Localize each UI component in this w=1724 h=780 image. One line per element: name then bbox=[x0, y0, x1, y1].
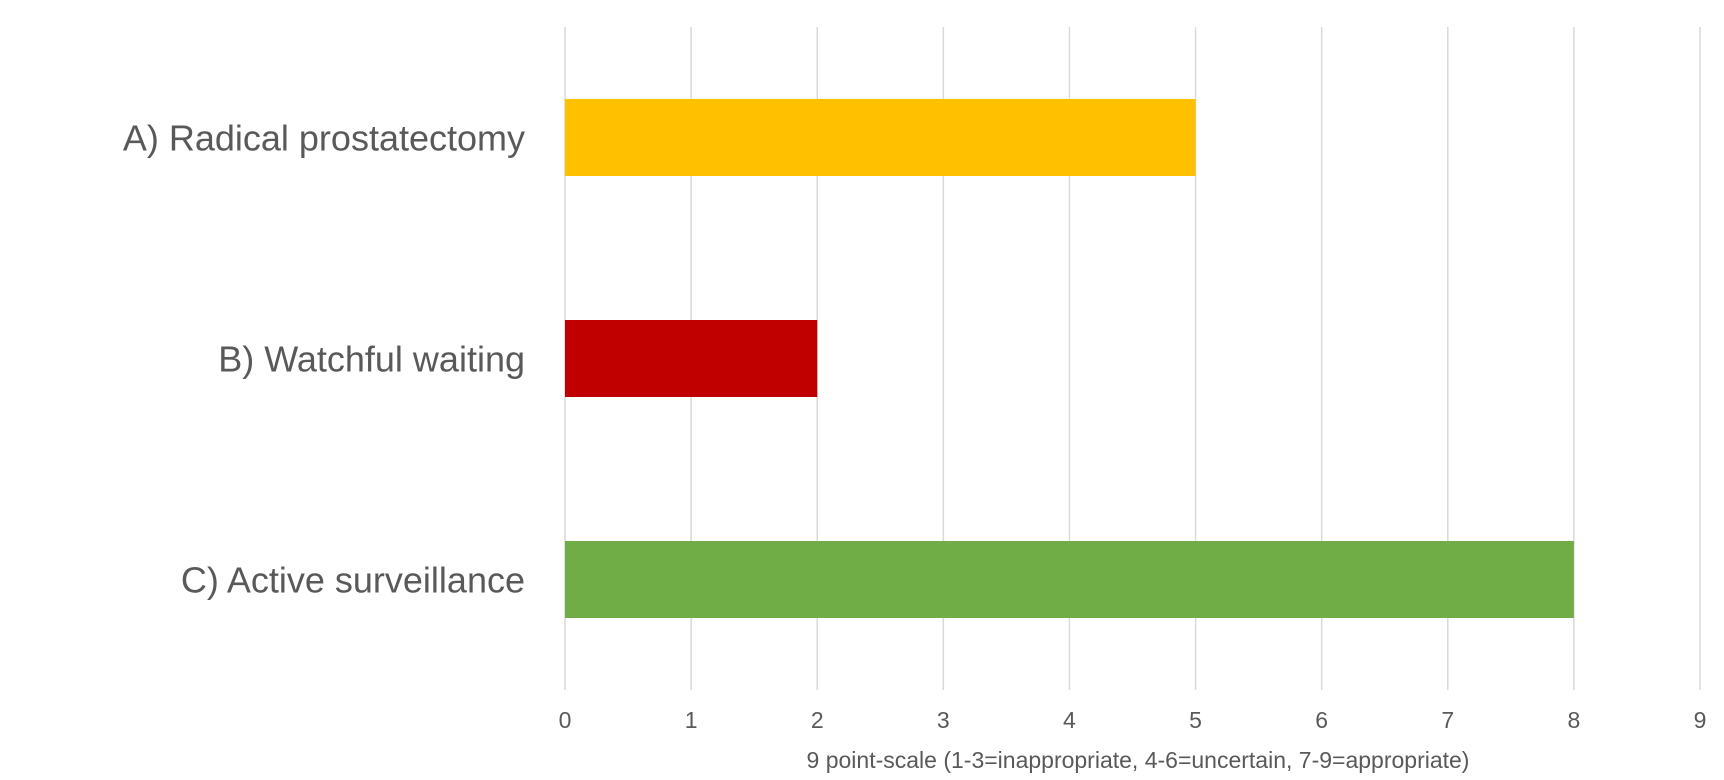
x-tick-labels: 0 1 2 3 4 5 6 7 8 9 bbox=[559, 707, 1707, 733]
bar-2 bbox=[565, 320, 818, 397]
bars bbox=[565, 99, 1574, 618]
x-tick-label: 4 bbox=[1063, 707, 1076, 733]
bar-1 bbox=[565, 99, 1196, 176]
category-label: B) Watchful waiting bbox=[218, 339, 525, 380]
x-tick-label: 7 bbox=[1441, 707, 1454, 733]
x-tick-label: 0 bbox=[559, 707, 572, 733]
x-tick-label: 1 bbox=[685, 707, 698, 733]
x-axis-title: 9 point-scale (1-3=inappropriate, 4-6=un… bbox=[807, 747, 1470, 773]
category-labels: A) Radical prostatectomy B) Watchful wait… bbox=[123, 118, 525, 601]
category-label: A) Radical prostatectomy bbox=[123, 118, 525, 159]
x-tick-label: 8 bbox=[1567, 707, 1580, 733]
x-tick-label: 2 bbox=[811, 707, 824, 733]
x-tick-label: 5 bbox=[1189, 707, 1202, 733]
x-tick-label: 9 bbox=[1694, 707, 1707, 733]
bar-3 bbox=[565, 541, 1574, 618]
x-tick-label: 6 bbox=[1315, 707, 1328, 733]
category-label: C) Active surveillance bbox=[181, 560, 525, 601]
x-tick-label: 3 bbox=[937, 707, 950, 733]
